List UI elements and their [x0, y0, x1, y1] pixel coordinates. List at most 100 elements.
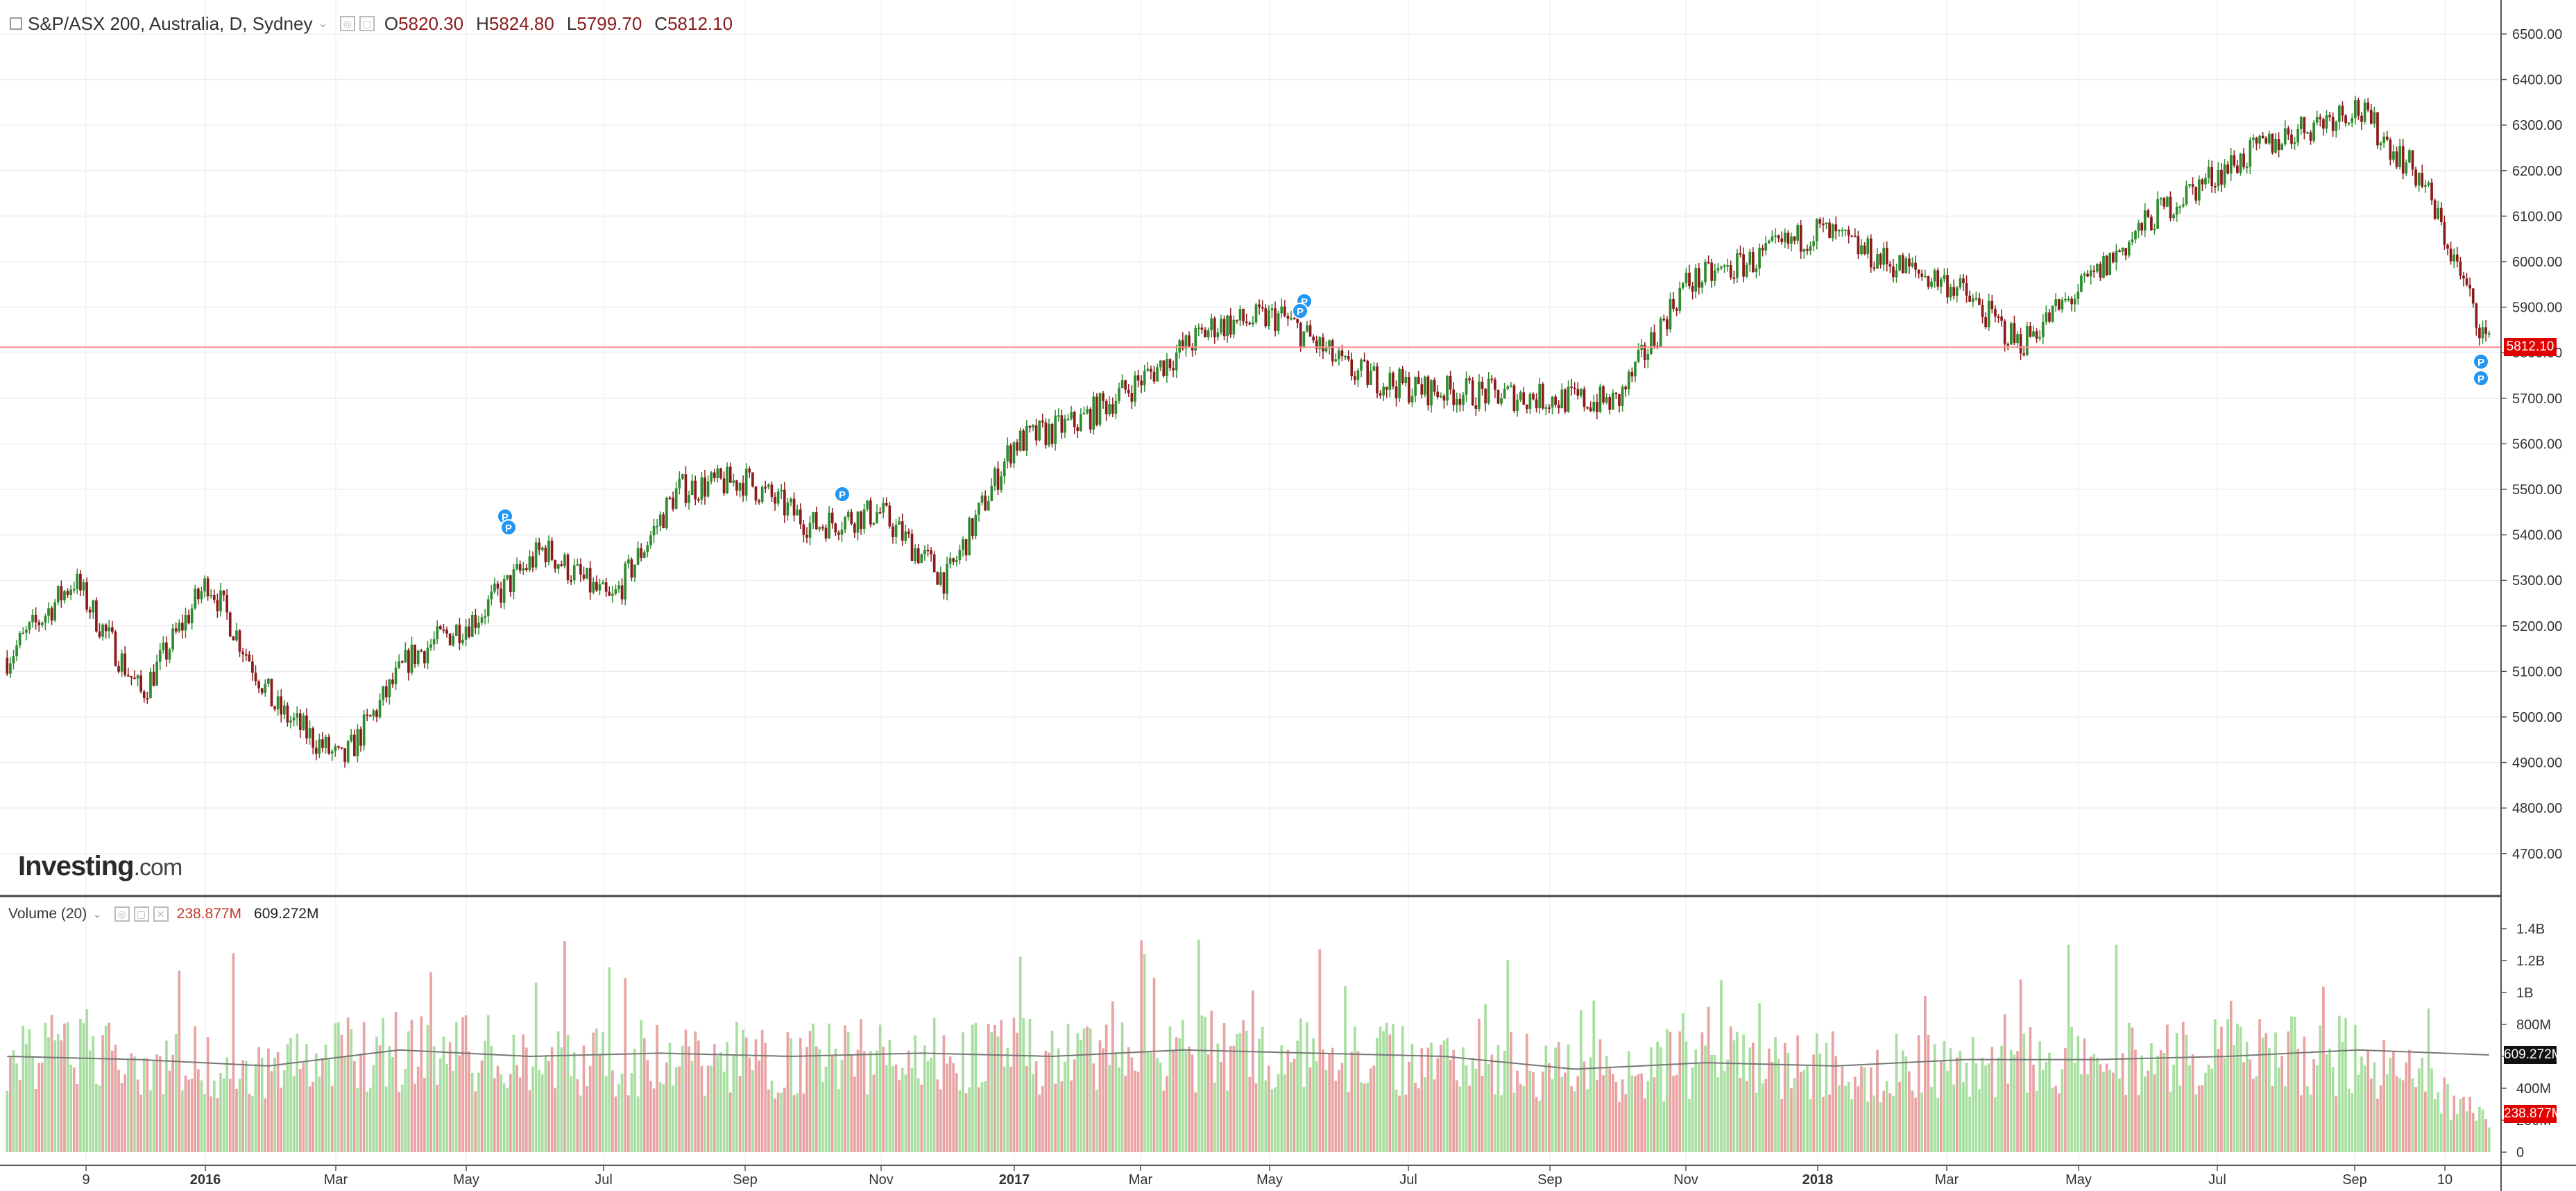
candle[interactable]	[2175, 202, 2178, 222]
candle[interactable]	[2414, 166, 2417, 188]
candle[interactable]	[2163, 196, 2166, 210]
volume-bar[interactable]	[2013, 1054, 2016, 1152]
candle[interactable]	[2389, 137, 2392, 166]
volume-bar[interactable]	[1471, 1058, 1474, 1152]
candle[interactable]	[9, 657, 12, 678]
candle[interactable]	[626, 555, 630, 569]
candle[interactable]	[885, 497, 888, 507]
volume-bar[interactable]	[1968, 1097, 1971, 1152]
volume-bar[interactable]	[1417, 1088, 1420, 1152]
candle[interactable]	[1583, 386, 1586, 412]
volume-bar[interactable]	[1955, 1057, 1959, 1152]
candle[interactable]	[350, 729, 353, 743]
candle[interactable]	[550, 537, 554, 561]
candle[interactable]	[1535, 393, 1538, 413]
volume-bar[interactable]	[1666, 1029, 1669, 1152]
candle[interactable]	[1707, 255, 1710, 264]
volume-bar[interactable]	[1012, 1017, 1016, 1152]
volume-bar[interactable]	[1707, 1006, 1710, 1152]
candle[interactable]	[1172, 360, 1175, 378]
candle[interactable]	[990, 478, 993, 502]
candle[interactable]	[400, 659, 404, 664]
candle[interactable]	[1200, 323, 1204, 334]
volume-bar[interactable]	[560, 1047, 563, 1152]
candle[interactable]	[888, 502, 892, 529]
volume-bar[interactable]	[2061, 1069, 2064, 1152]
candle[interactable]	[1118, 382, 1120, 404]
candle[interactable]	[2274, 133, 2277, 154]
candle[interactable]	[158, 643, 162, 670]
volume-bar[interactable]	[1675, 1074, 1678, 1152]
volume-bar[interactable]	[1554, 1047, 1557, 1152]
candle[interactable]	[2010, 321, 2013, 345]
volume-bar[interactable]	[1481, 1076, 1484, 1152]
candle[interactable]	[1548, 404, 1551, 414]
candle[interactable]	[203, 575, 206, 598]
volume-bar[interactable]	[133, 1056, 136, 1152]
candle[interactable]	[181, 614, 184, 639]
volume-bar[interactable]	[1818, 1053, 1822, 1152]
candle[interactable]	[862, 503, 866, 534]
candle[interactable]	[2453, 248, 2456, 268]
candle[interactable]	[413, 644, 416, 668]
volume-bar[interactable]	[1369, 1068, 1372, 1152]
volume-bar[interactable]	[1092, 1063, 1095, 1152]
volume-bar[interactable]	[2385, 1074, 2389, 1152]
volume-bar[interactable]	[1697, 1063, 1700, 1152]
volume-bar[interactable]	[2108, 1070, 2112, 1152]
volume-bar[interactable]	[640, 1020, 643, 1152]
candle[interactable]	[500, 582, 502, 609]
candle[interactable]	[1825, 222, 1828, 230]
volume-bar[interactable]	[117, 1070, 120, 1152]
volume-bar[interactable]	[980, 1081, 984, 1152]
candle[interactable]	[2309, 130, 2312, 145]
volume-bar[interactable]	[1704, 1045, 1707, 1152]
volume-bar[interactable]	[468, 1051, 471, 1152]
candle[interactable]	[869, 497, 872, 527]
candle[interactable]	[1442, 394, 1446, 409]
candle[interactable]	[1783, 228, 1786, 248]
volume-bar[interactable]	[1136, 1072, 1140, 1152]
candle[interactable]	[821, 524, 824, 531]
volume-bar[interactable]	[196, 1069, 200, 1152]
volume-bar[interactable]	[152, 1060, 155, 1152]
candle[interactable]	[2127, 240, 2131, 258]
volume-bar[interactable]	[2446, 1083, 2449, 1152]
candle[interactable]	[1366, 360, 1370, 388]
volume-bar[interactable]	[34, 1089, 37, 1152]
volume-bar[interactable]	[2405, 1062, 2408, 1152]
volume-bar[interactable]	[1822, 1097, 1825, 1152]
candle[interactable]	[1066, 414, 1070, 421]
candle[interactable]	[2459, 257, 2462, 280]
volume-bar[interactable]	[586, 1086, 588, 1152]
volume-bar[interactable]	[452, 1071, 455, 1152]
volume-bar[interactable]	[155, 1054, 158, 1152]
volume-bar[interactable]	[774, 1098, 776, 1152]
volume-bar[interactable]	[2414, 1087, 2417, 1152]
volume-bar[interactable]	[2070, 1027, 2073, 1152]
candle[interactable]	[531, 551, 534, 573]
volume-bar[interactable]	[382, 1018, 385, 1152]
volume-bar[interactable]	[241, 1060, 244, 1152]
candle[interactable]	[1720, 265, 1723, 271]
candle[interactable]	[2207, 160, 2210, 184]
candle[interactable]	[1955, 285, 1959, 303]
candle[interactable]	[1312, 334, 1315, 344]
volume-bar[interactable]	[2067, 945, 2070, 1152]
volume-bar[interactable]	[2083, 1038, 2086, 1152]
candle[interactable]	[872, 522, 876, 526]
candle[interactable]	[76, 568, 79, 595]
candle[interactable]	[2134, 230, 2137, 244]
volume-bar[interactable]	[464, 1015, 468, 1152]
volume-bar[interactable]	[1532, 1072, 1535, 1152]
candle[interactable]	[690, 474, 694, 496]
candle[interactable]	[2341, 101, 2344, 122]
volume-bar[interactable]	[276, 1051, 280, 1152]
candle[interactable]	[1076, 424, 1080, 439]
candle[interactable]	[1478, 373, 1481, 412]
candle[interactable]	[2344, 114, 2347, 127]
candle[interactable]	[375, 709, 378, 723]
volume-bar[interactable]	[1315, 1061, 1318, 1152]
candle[interactable]	[436, 620, 439, 645]
volume-bar[interactable]	[500, 1074, 502, 1152]
